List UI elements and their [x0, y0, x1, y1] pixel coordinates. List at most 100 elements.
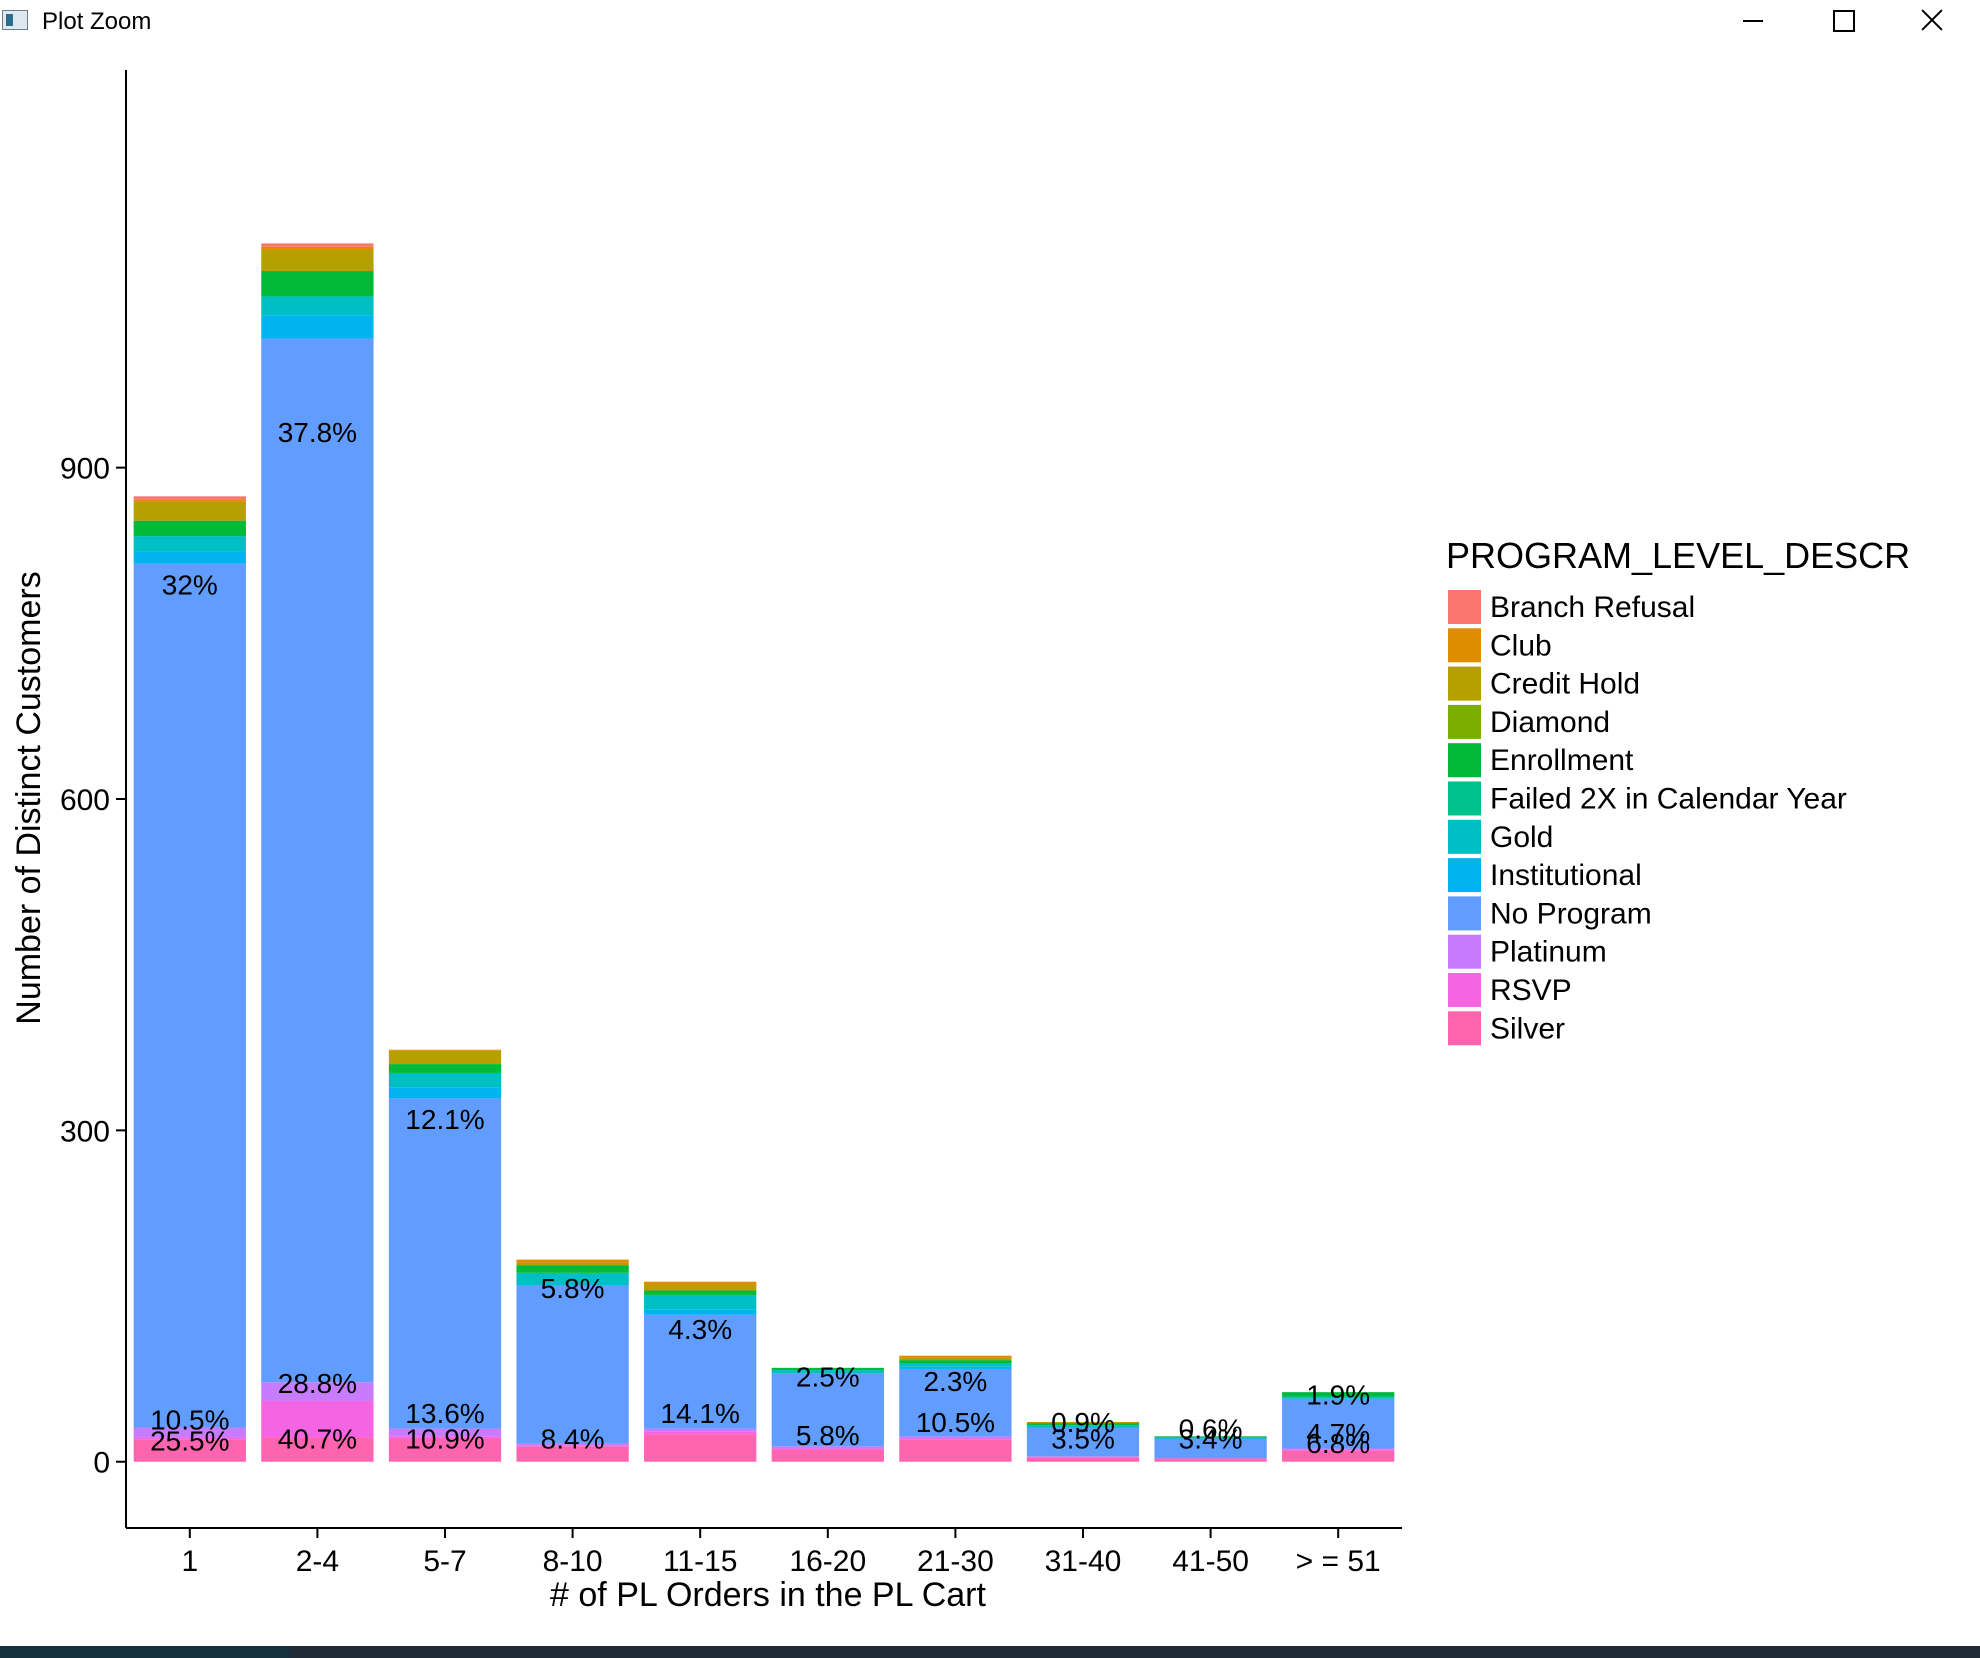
- window-title: Plot Zoom: [42, 8, 152, 35]
- bar-segment: [388, 1436, 502, 1439]
- x-tick-label: 2-4: [296, 1545, 339, 1578]
- bar-segment: [899, 1368, 1012, 1437]
- bar-segment: [261, 1400, 374, 1438]
- stacked-bar-chart: 32% 37.8% 12.1% 5.8% 4.3% 2.5% 2.3% 0.9% 0.6% 1.9…: [10, 70, 1910, 1614]
- bar-segment: [388, 1428, 502, 1437]
- bar-segment: [133, 501, 246, 521]
- bar-segment: [516, 1446, 629, 1462]
- bar-segment: [516, 1285, 629, 1443]
- bar-segment: [644, 1309, 757, 1315]
- bar-segment: [1026, 1425, 1140, 1428]
- bar-percent-label: 40.7%: [278, 1423, 357, 1454]
- bar-segment: [388, 1438, 502, 1462]
- legend-swatch: [1448, 819, 1481, 854]
- bars-layer: [133, 243, 1395, 1462]
- legend-swatch: [1448, 704, 1481, 739]
- legend-label: Institutional: [1490, 859, 1642, 892]
- bar-percent-label: 0.9%: [1051, 1407, 1115, 1438]
- bar-segment: [1026, 1421, 1140, 1424]
- x-tick-label: 5-7: [423, 1545, 466, 1578]
- bar-percent-label: 4.3%: [668, 1314, 732, 1345]
- bar-segment: [133, 496, 246, 500]
- bar-segment: [516, 1272, 629, 1285]
- bar-segment: [261, 1382, 374, 1401]
- bar-segment: [1026, 1427, 1140, 1457]
- bar-segment: [1282, 1392, 1395, 1397]
- maximize-button[interactable]: [1796, 0, 1886, 40]
- legend-swatch: [1448, 590, 1481, 624]
- minimize-button[interactable]: [1705, 0, 1795, 40]
- bar-segment: [899, 1357, 1012, 1361]
- bar-segment: [899, 1363, 1012, 1367]
- y-tick-label: 300: [60, 1115, 110, 1148]
- bar-segment: [1282, 1398, 1395, 1449]
- legend-title: PROGRAM_LEVEL_DESCR: [1446, 535, 1910, 576]
- bar-segment: [899, 1438, 1012, 1440]
- legend-label: Platinum: [1490, 936, 1607, 969]
- bar-segment: [644, 1294, 757, 1310]
- bar-segment: [1154, 1458, 1267, 1462]
- bar-segment: [133, 1427, 246, 1438]
- bar-segment: [261, 296, 374, 316]
- bar-segment: [133, 520, 246, 537]
- bar-segment: [516, 1265, 629, 1273]
- bar-segment: [644, 1314, 757, 1429]
- bar-percent-label: 0.6%: [1179, 1413, 1243, 1444]
- bar-segment: [771, 1448, 884, 1450]
- bar-segment: [133, 1437, 246, 1440]
- bar-segment: [261, 1437, 374, 1462]
- legend-label: Enrollment: [1490, 744, 1634, 777]
- bar-segment: [1026, 1457, 1140, 1462]
- y-axis-title: Number of Distinct Customers: [10, 571, 48, 1024]
- bar-segment: [771, 1367, 884, 1371]
- bar-segment: [644, 1290, 757, 1295]
- bar-percent-label: 3.5%: [1051, 1423, 1115, 1454]
- bar-percent-label: 10.5%: [916, 1407, 995, 1438]
- legend-label: Gold: [1490, 821, 1553, 854]
- x-tick-label: 11-15: [663, 1545, 738, 1578]
- bar-percent-label: 32%: [162, 570, 218, 601]
- x-axis-title: # of PL Orders in the PL Cart: [550, 1576, 986, 1614]
- bar-percent-label: 12.1%: [405, 1104, 484, 1135]
- bar-segment: [516, 1262, 629, 1266]
- bar-segment: [261, 250, 374, 272]
- bar-segment: [1282, 1449, 1395, 1451]
- y-tick-label: 900: [60, 453, 110, 486]
- bar-percent-label: 10.9%: [405, 1423, 484, 1454]
- x-tick-label: 21-30: [917, 1545, 994, 1578]
- bar-segment: [133, 536, 246, 552]
- bar-segment: [899, 1366, 1012, 1369]
- bar-segment: [388, 1064, 502, 1073]
- bar-segment: [516, 1259, 629, 1263]
- legend-label: Club: [1490, 629, 1552, 662]
- bar-segment: [899, 1355, 1012, 1358]
- bar-segment: [261, 246, 374, 251]
- bar-segment: [1282, 1396, 1395, 1399]
- x-tick-label: 8-10: [543, 1545, 603, 1578]
- close-button[interactable]: [1887, 0, 1977, 40]
- bar-percent-label: 1.9%: [1306, 1379, 1370, 1410]
- bar-percent-label: 5.8%: [796, 1420, 860, 1451]
- bar-segment: [771, 1373, 884, 1447]
- bar-percent-label: 4.7%: [1306, 1418, 1370, 1449]
- bar-segment: [1282, 1448, 1395, 1450]
- bar-segment: [133, 563, 246, 1428]
- legend-swatch: [1448, 628, 1481, 663]
- bar-segment: [1282, 1450, 1395, 1462]
- bar-segment: [644, 1281, 757, 1285]
- app-icon: [2, 10, 28, 30]
- bar-segment: [133, 551, 246, 564]
- x-tick-label: 31-40: [1045, 1545, 1122, 1578]
- bar-segment: [644, 1285, 757, 1291]
- bar-percent-label: 8.4%: [541, 1423, 605, 1454]
- legend-label: Failed 2X in Calendar Year: [1490, 783, 1847, 816]
- bar-segment: [1154, 1436, 1267, 1438]
- x-tick-label: 16-20: [789, 1545, 866, 1578]
- taskbar-strip: [0, 1646, 1980, 1658]
- legend-swatch: [1448, 1011, 1481, 1046]
- bar-percent-label: 28.8%: [278, 1368, 357, 1399]
- bar-segment: [388, 1050, 502, 1065]
- bar-segment: [261, 315, 374, 339]
- bar-segment: [1026, 1456, 1140, 1458]
- bar-segment: [1026, 1423, 1140, 1426]
